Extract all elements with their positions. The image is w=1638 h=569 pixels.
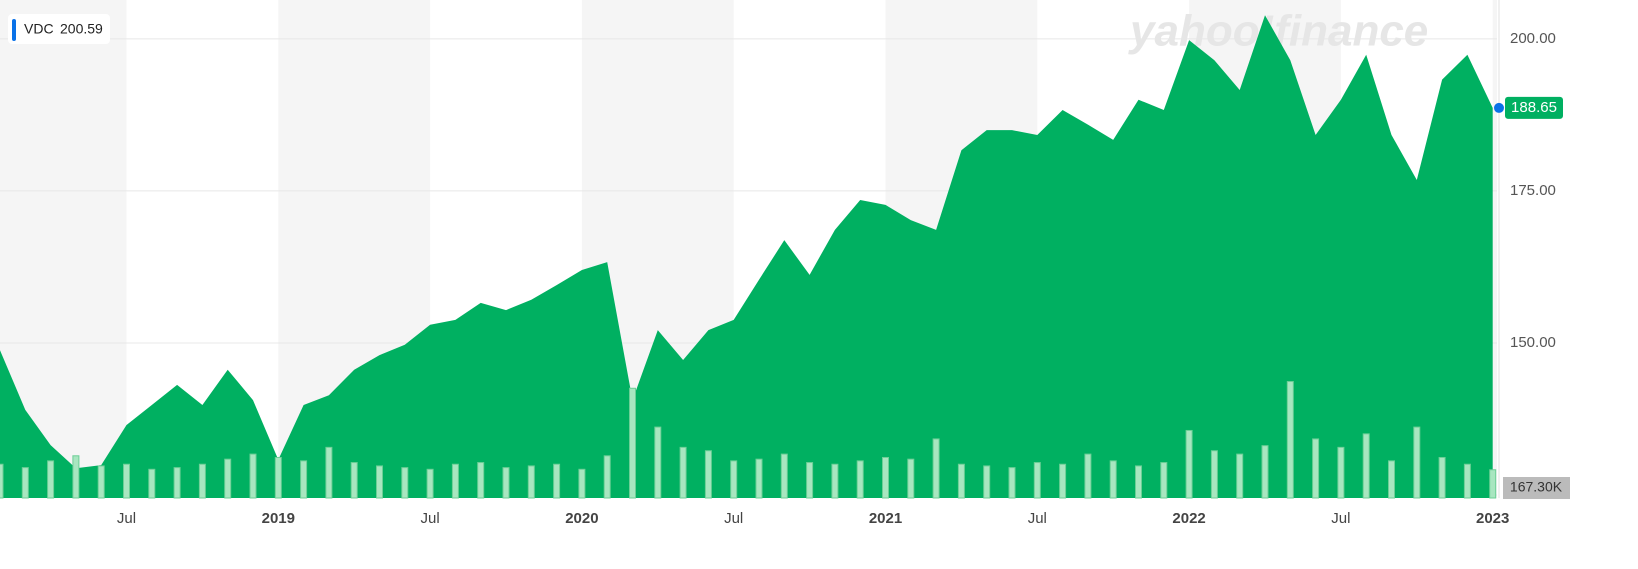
volume-bar <box>679 446 687 499</box>
x-tick-label: 2019 <box>262 510 295 527</box>
volume-tag <box>1503 477 1570 499</box>
volume-bar <box>1059 463 1067 499</box>
legend-box <box>8 14 110 44</box>
volume-bar <box>553 463 561 499</box>
volume-bar <box>148 468 156 499</box>
price-tag <box>1505 96 1563 119</box>
volume-bar <box>704 450 712 499</box>
volume-bar <box>0 463 4 499</box>
legend-symbol: VDC <box>24 21 54 37</box>
legend-marker <box>12 19 16 41</box>
volume-bar <box>932 438 940 499</box>
volume-bar <box>1033 462 1041 499</box>
x-tick-label: 2020 <box>565 510 598 527</box>
x-tick-label: Jul <box>421 510 440 527</box>
volume-bar <box>755 458 763 499</box>
x-tick-label: 2023 <box>1476 510 1509 527</box>
volume-bar <box>350 462 358 499</box>
volume-bar <box>451 463 459 499</box>
volume-bar <box>907 458 915 499</box>
volume-bar <box>1388 460 1395 499</box>
volume-bar <box>1210 450 1218 499</box>
x-tick-label: Jul <box>1331 510 1350 527</box>
volume-bar <box>376 465 383 499</box>
volume-bar <box>325 446 333 499</box>
volume-bar <box>1084 453 1092 499</box>
volume-bar <box>983 465 991 499</box>
volume-bar <box>1236 453 1244 499</box>
volume-bar <box>224 458 232 499</box>
volume-tag-label: 167.30K <box>1510 479 1563 495</box>
volume-bar <box>47 460 55 499</box>
x-tick-label: 2021 <box>869 510 902 527</box>
volume-bar <box>502 467 510 499</box>
background-band <box>1492 0 1497 498</box>
volume-bar <box>1286 381 1294 499</box>
volume-bar <box>1489 469 1497 499</box>
volume-bar <box>1109 460 1117 499</box>
volume-bar <box>123 463 130 499</box>
volume-bar <box>477 462 485 499</box>
volume-bar <box>97 465 105 499</box>
volume-bar <box>1185 429 1193 499</box>
volume-bar <box>1261 445 1269 499</box>
volume-bar <box>806 462 814 499</box>
volume-bar <box>578 468 586 499</box>
volume-bar <box>1463 463 1471 499</box>
volume-bar <box>831 463 839 499</box>
legend-price: 200.59 <box>60 21 103 37</box>
volume-bar <box>1362 433 1370 499</box>
y-tick-label: 200.00 <box>1510 30 1556 47</box>
volume-bar <box>173 467 181 499</box>
x-tick-label: Jul <box>724 510 743 527</box>
volume-bar <box>629 387 636 499</box>
volume-bar <box>426 468 434 499</box>
volume-bar <box>198 463 206 499</box>
volume-bar <box>401 467 409 499</box>
volume-bar <box>527 465 535 499</box>
volume-bar <box>1160 462 1168 499</box>
volume-bar <box>1312 438 1320 499</box>
volume-bar <box>1135 465 1142 499</box>
volume-bar <box>882 456 889 499</box>
x-tick-label: 2022 <box>1172 510 1205 527</box>
x-tick-label: Jul <box>1028 510 1047 527</box>
y-tick-label: 150.00 <box>1510 334 1556 351</box>
volume-bar <box>249 453 257 499</box>
volume-bar <box>1438 456 1446 499</box>
price-tag-label: 188.65 <box>1511 99 1557 116</box>
x-tick-label: Jul <box>117 510 136 527</box>
volume-bar <box>72 455 80 499</box>
volume-bar <box>654 426 662 499</box>
y-tick-label: 175.00 <box>1510 182 1556 199</box>
volume-bar <box>603 455 611 499</box>
volume-bar <box>957 463 965 499</box>
volume-bar <box>274 456 282 499</box>
volume-bar <box>1008 467 1016 499</box>
volume-bar <box>1337 446 1345 499</box>
volume-bar <box>730 460 738 499</box>
volume-bar <box>780 453 788 499</box>
volume-bar <box>300 460 308 499</box>
volume-bar <box>1413 426 1421 499</box>
volume-bar <box>856 460 864 499</box>
price-area <box>0 15 1493 498</box>
volume-bar <box>21 467 29 499</box>
price-dot <box>1494 102 1504 113</box>
